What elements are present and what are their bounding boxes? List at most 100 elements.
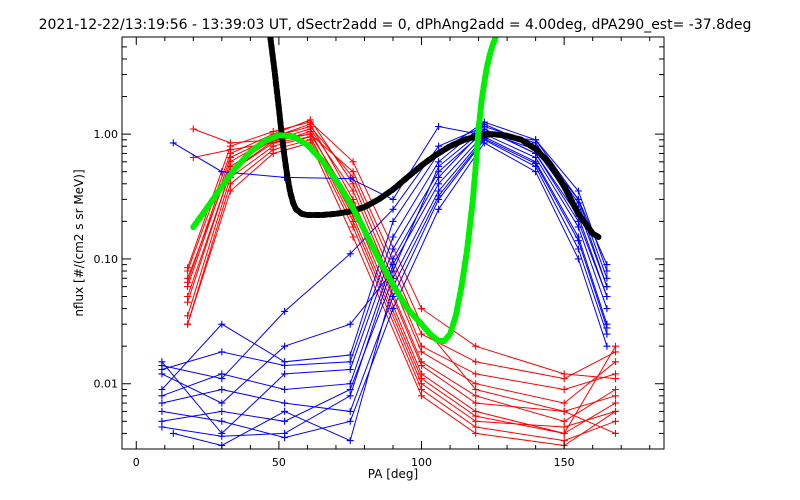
data-point-marker (218, 375, 226, 383)
data-point-marker (560, 399, 568, 407)
data-point-marker (472, 392, 480, 400)
data-point-marker (612, 386, 619, 393)
data-point-marker (346, 351, 354, 359)
data-point-marker (472, 412, 480, 420)
data-point-marker (349, 187, 357, 195)
data-point-marker (281, 358, 289, 366)
series-blue-line (161, 142, 608, 439)
data-point-marker (389, 217, 397, 225)
data-point-marker (226, 154, 234, 161)
data-point-marker (418, 330, 425, 338)
series-green (190, 37, 499, 344)
data-point-marker (281, 386, 289, 393)
data-point-marker (418, 362, 425, 369)
data-point-marker (169, 429, 177, 437)
data-point-marker (560, 423, 568, 431)
data-point-marker (346, 250, 354, 258)
data-point-marker (435, 192, 443, 200)
data-point-marker (218, 386, 226, 393)
data-point-marker (389, 195, 397, 203)
series-blue-line (173, 137, 608, 447)
data-point-marker (389, 267, 397, 275)
data-point-marker (612, 407, 619, 415)
data-point-marker (346, 417, 354, 425)
data-point-marker (612, 417, 619, 425)
data-point-marker (603, 293, 611, 300)
data-point-marker (612, 399, 619, 407)
data-point-marker (472, 358, 480, 366)
data-point-marker (218, 348, 226, 356)
data-point-marker (389, 305, 397, 313)
chart-title: 2021-12-22/13:19:56 - 13:39:03 UT, dSect… (39, 17, 752, 33)
data-point-marker (346, 175, 354, 183)
data-point-marker (346, 437, 354, 445)
data-point-marker (158, 386, 166, 393)
data-point-marker (603, 305, 611, 313)
data-point-marker (346, 366, 354, 373)
data-point-marker (389, 233, 397, 241)
data-point-marker (189, 125, 197, 133)
y-axis-label: nflux [#/(cm2 s sr MeV)] (72, 169, 86, 316)
data-point-marker (281, 434, 289, 442)
data-point-marker (281, 307, 289, 315)
series-blue-line (161, 121, 608, 390)
data-point-marker (281, 370, 289, 378)
data-point-marker (346, 320, 354, 328)
data-point-marker (472, 342, 480, 350)
data-point-marker (158, 407, 166, 415)
data-point-marker (158, 362, 166, 369)
y-tick-label: 0.01 (94, 378, 119, 391)
data-point-marker (472, 370, 480, 378)
data-point-marker (603, 267, 611, 275)
data-point-marker (435, 180, 443, 188)
data-point-marker (158, 399, 166, 407)
data-point-marker (281, 407, 289, 415)
model-curve-green (190, 37, 499, 344)
data-point-marker (472, 386, 480, 393)
data-point-marker (281, 417, 289, 425)
data-point-marker (472, 399, 480, 407)
data-point-marker (349, 233, 357, 241)
data-point-marker (603, 283, 611, 291)
data-point-marker (389, 205, 397, 213)
data-point-marker (169, 139, 177, 147)
data-point-marker (184, 264, 192, 272)
data-point-marker (574, 237, 582, 245)
data-point-marker (218, 168, 226, 176)
axes-layer: 0 50 100 150 0.01 0.10 1.00 (94, 36, 665, 469)
data-point-marker (184, 298, 192, 306)
data-point-marker (349, 223, 357, 231)
y-tick-label: 0.10 (94, 253, 119, 266)
data-point-marker (574, 223, 582, 231)
data-point-marker (435, 205, 443, 213)
data-point-marker (603, 330, 611, 338)
x-tick-label: 100 (411, 456, 432, 469)
data-point-marker (472, 423, 480, 431)
data-point-marker (269, 150, 277, 157)
data-point-marker (158, 392, 166, 400)
data-point-marker (281, 399, 289, 407)
data-point-marker (218, 417, 226, 425)
data-point-marker (226, 180, 234, 188)
x-tick-label: 50 (272, 456, 286, 469)
data-point-marker (306, 118, 314, 126)
data-point-marker (612, 392, 619, 400)
series-blue-line (173, 125, 608, 265)
data-point-marker (218, 432, 226, 440)
model-curve-black (267, 37, 602, 240)
series-blue-line (161, 133, 608, 437)
data-layer (158, 37, 619, 449)
data-point-marker (435, 163, 443, 170)
data-point-marker (418, 392, 425, 400)
x-axis-label: PA [deg] (368, 467, 418, 481)
data-point-marker (532, 139, 540, 147)
data-point-marker (560, 407, 568, 415)
data-point-marker (532, 160, 540, 168)
data-point-marker (306, 133, 314, 141)
data-point-marker (435, 123, 443, 130)
data-point-marker (226, 142, 234, 150)
data-point-marker (560, 429, 568, 437)
data-point-marker (612, 375, 619, 383)
